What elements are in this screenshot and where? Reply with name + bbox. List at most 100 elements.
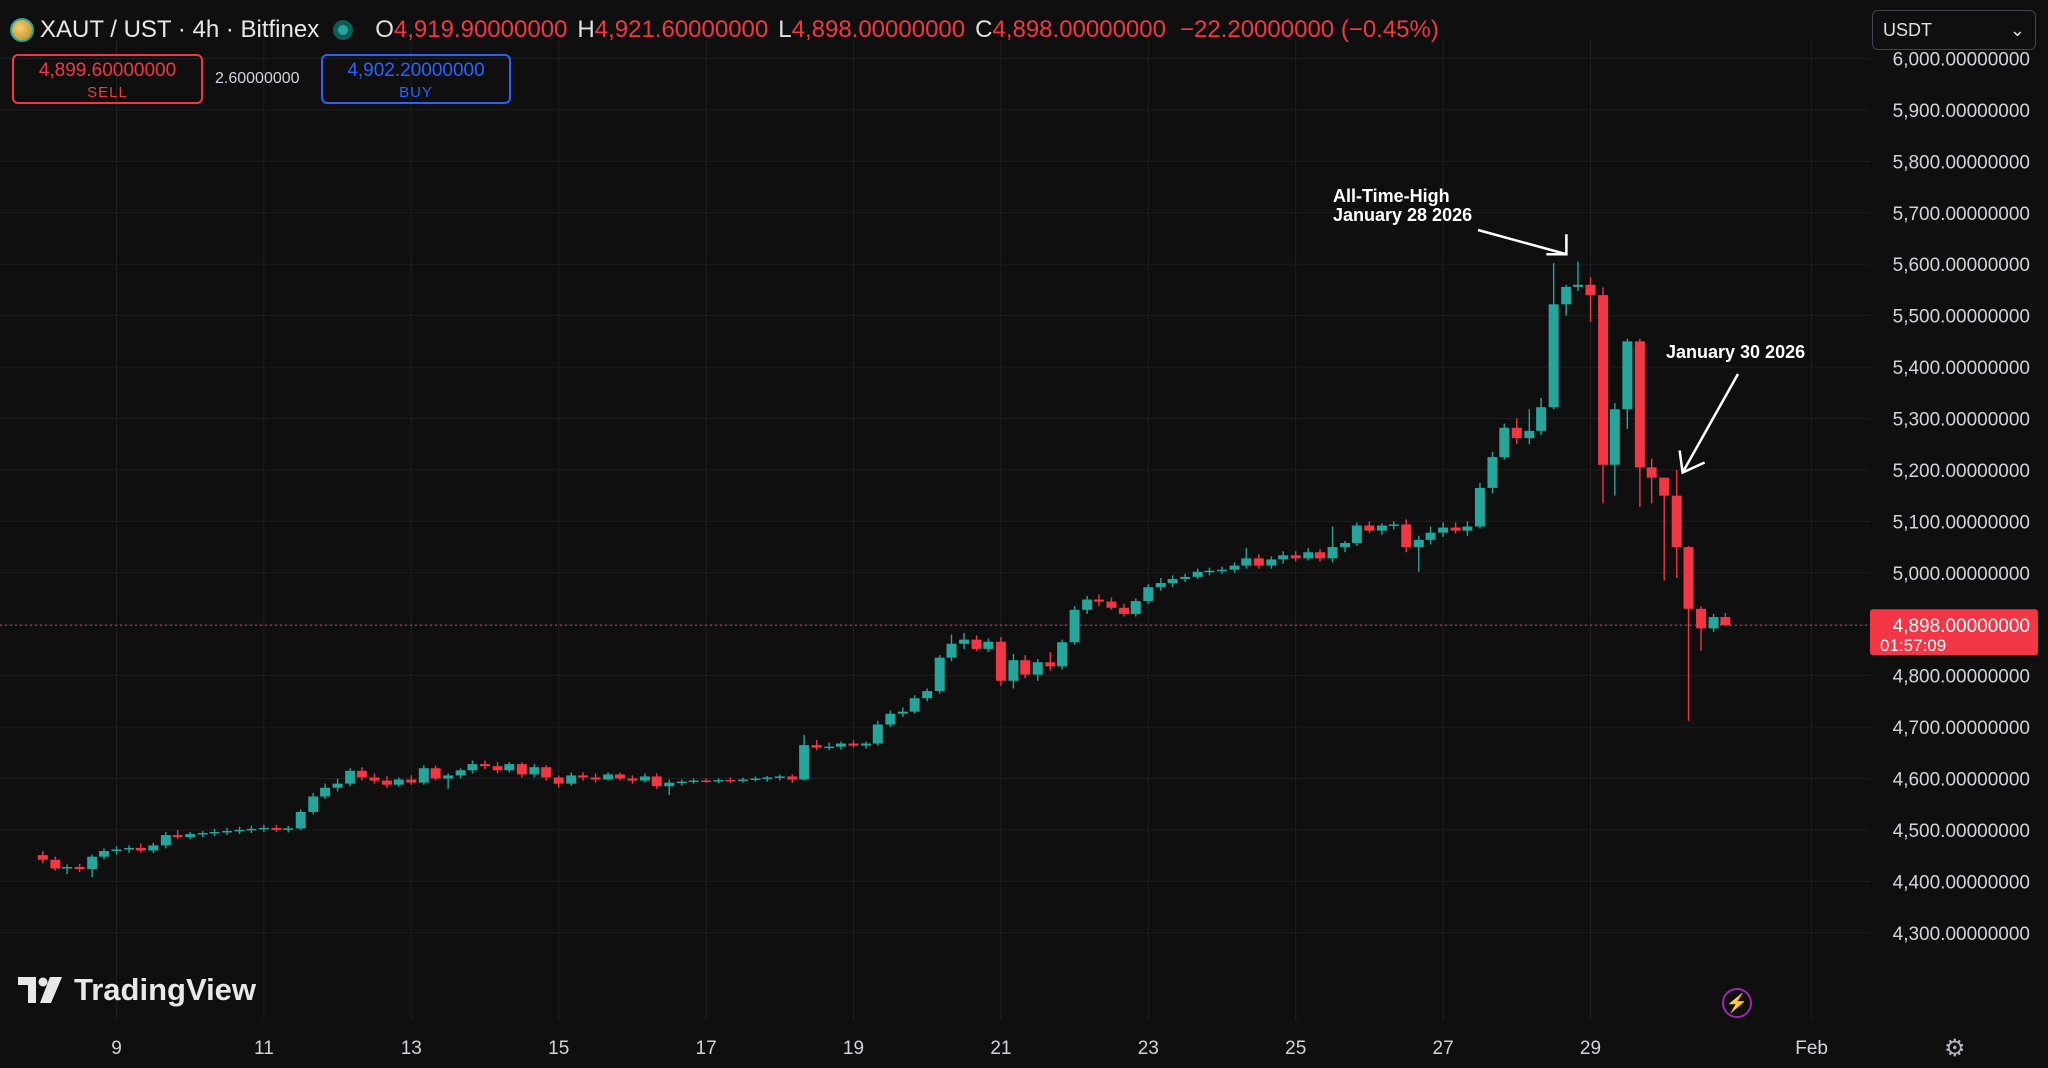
candle-up bbox=[737, 777, 748, 783]
candle-body bbox=[1511, 427, 1522, 439]
candle-down bbox=[1290, 551, 1301, 562]
candle-body bbox=[504, 764, 515, 771]
candle-body bbox=[1671, 495, 1682, 548]
candle-body bbox=[332, 783, 343, 788]
close-value: 4,898.00000000 bbox=[992, 16, 1166, 43]
candle-down bbox=[578, 772, 589, 781]
candle-up bbox=[1622, 338, 1633, 429]
candle-up bbox=[209, 828, 220, 837]
candle-down bbox=[1720, 612, 1731, 626]
candle-down bbox=[369, 773, 380, 784]
y-tick-label: 5,700.00000000 bbox=[1893, 204, 2030, 225]
candle-down bbox=[1646, 458, 1657, 504]
candle-body bbox=[946, 643, 957, 658]
candle-body bbox=[148, 845, 159, 851]
candle-body bbox=[1093, 599, 1104, 602]
candle-body bbox=[1536, 407, 1547, 431]
symbol-header: XAUT / UST · 4h · Bitfinex O 4,919.900000… bbox=[10, 12, 1439, 48]
candle-down bbox=[1093, 594, 1104, 607]
symbol-title[interactable]: XAUT / UST · 4h · Bitfinex bbox=[40, 16, 320, 43]
y-tick-label: 5,900.00000000 bbox=[1893, 101, 2030, 122]
arrow-jan30 bbox=[1681, 373, 1740, 474]
candle-down bbox=[1020, 655, 1031, 679]
x-tick-label: 29 bbox=[1580, 1038, 1601, 1059]
candle-down bbox=[811, 739, 822, 751]
candle-up bbox=[1278, 551, 1289, 564]
candle-down bbox=[480, 760, 490, 770]
candle-body bbox=[1020, 660, 1031, 675]
open-value: 4,919.90000000 bbox=[393, 16, 568, 43]
candle-up bbox=[98, 848, 109, 860]
candle-body bbox=[835, 743, 846, 747]
market-status-icon bbox=[333, 20, 354, 40]
candle-up bbox=[1229, 562, 1240, 573]
candle-up bbox=[1032, 659, 1043, 681]
candle-up bbox=[504, 762, 515, 773]
candle-up bbox=[1425, 526, 1436, 545]
candle-body bbox=[1720, 617, 1731, 626]
candle-body bbox=[1659, 477, 1670, 496]
candle-body bbox=[1167, 578, 1178, 584]
candle-up bbox=[1303, 548, 1314, 561]
tradingview-logo[interactable]: TradingView bbox=[18, 972, 256, 1008]
gear-icon[interactable]: ⚙ bbox=[1944, 1035, 1966, 1062]
candle-body bbox=[1425, 532, 1436, 540]
candle-down bbox=[1401, 519, 1412, 553]
candle-body bbox=[467, 764, 478, 771]
candle-up bbox=[664, 779, 675, 795]
arrow-ath bbox=[1477, 228, 1567, 256]
candle-down bbox=[614, 772, 625, 781]
candle-body bbox=[1364, 525, 1375, 531]
candle-up bbox=[529, 764, 540, 778]
candle-down bbox=[1106, 597, 1117, 610]
lightning-icon[interactable]: ⚡ bbox=[1722, 988, 1752, 1018]
candle-up bbox=[308, 792, 319, 815]
candles bbox=[37, 261, 1731, 878]
candle-down bbox=[701, 778, 712, 783]
candle-up bbox=[1548, 263, 1559, 410]
candle-body bbox=[1572, 284, 1583, 287]
currency-select[interactable]: USDT ⌄ bbox=[1872, 10, 2036, 50]
countdown-label: 01:57:09 bbox=[1880, 636, 1946, 655]
candle-up bbox=[467, 760, 478, 774]
x-tick-label: 11 bbox=[254, 1038, 274, 1059]
candle-down bbox=[995, 637, 1006, 686]
candle-up bbox=[197, 830, 208, 838]
annotation-jan30: January 30 2026 bbox=[1666, 342, 1805, 362]
candle-body bbox=[774, 776, 785, 778]
candle-body bbox=[492, 766, 503, 771]
candle-up bbox=[1008, 654, 1019, 689]
candle-body bbox=[50, 859, 61, 869]
candle-body bbox=[995, 641, 1006, 681]
candle-body bbox=[1229, 565, 1240, 570]
candle-body bbox=[1696, 608, 1707, 629]
y-tick-label: 4,300.00000000 bbox=[1893, 924, 2030, 945]
y-tick-label: 4,800.00000000 bbox=[1893, 667, 2030, 688]
candle-body bbox=[1057, 642, 1068, 667]
sell-button[interactable]: 4,899.60000000 SELL bbox=[12, 54, 203, 104]
candle-body bbox=[922, 691, 933, 699]
candle-body bbox=[124, 847, 135, 850]
candle-up bbox=[62, 864, 73, 875]
candle-body bbox=[676, 781, 687, 784]
candle-body bbox=[688, 780, 699, 783]
candle-down bbox=[492, 762, 503, 774]
candle-down bbox=[50, 856, 61, 871]
candle-body bbox=[258, 827, 269, 830]
candle-body bbox=[750, 778, 761, 781]
candle-body bbox=[566, 775, 577, 784]
candle-body bbox=[553, 777, 564, 784]
candle-body bbox=[1204, 570, 1215, 573]
buy-button[interactable]: 4,902.20000000 BUY bbox=[321, 54, 511, 104]
candle-body bbox=[811, 745, 822, 748]
candle-body bbox=[1217, 569, 1227, 572]
candle-body bbox=[1192, 571, 1203, 577]
x-tick-label: Feb bbox=[1795, 1038, 1828, 1059]
candle-body bbox=[1438, 527, 1449, 533]
currency-value: USDT bbox=[1883, 19, 1932, 40]
candle-up bbox=[1708, 613, 1719, 632]
candle-down bbox=[848, 740, 859, 748]
candle-body bbox=[1351, 525, 1362, 543]
candle-body bbox=[1598, 295, 1609, 465]
